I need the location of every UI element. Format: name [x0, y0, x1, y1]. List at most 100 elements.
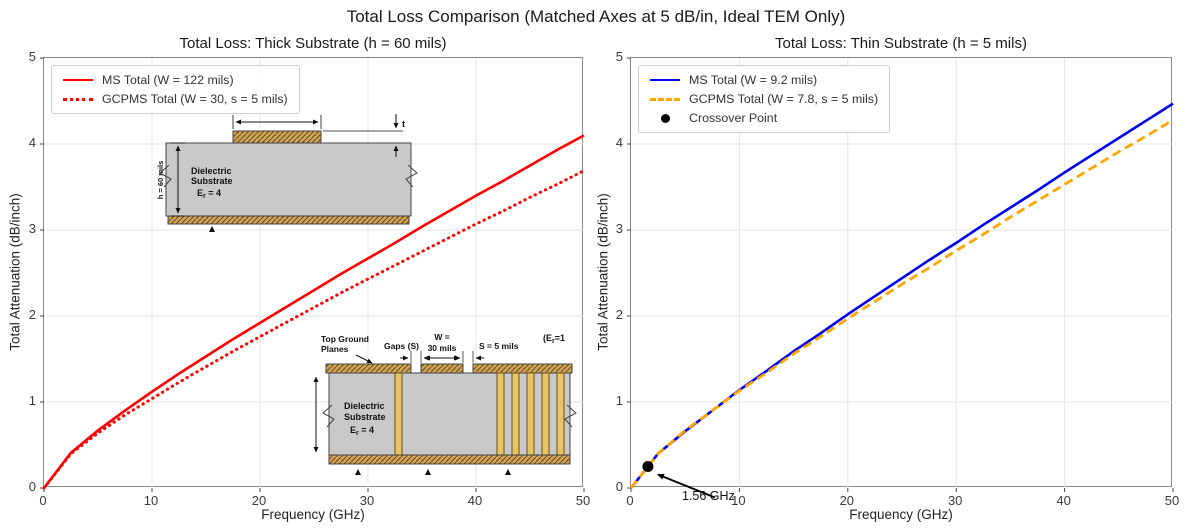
annotation-arrow — [656, 473, 716, 499]
subplot-title-thick: Total Loss: Thick Substrate (h = 60 mils… — [179, 35, 447, 52]
crossover-point-marker — [642, 461, 654, 472]
top-ground-right — [472, 363, 573, 374]
y-tick-label: 1 — [615, 393, 623, 408]
legend-item: GCPMS Total (W = 7.8, s = 5 mils) — [650, 92, 878, 106]
inset-gcpms-diagram: Top Ground Planes Gaps (S) W = 30 mils S… — [313, 332, 577, 475]
y-tick-label: 0 — [28, 479, 36, 494]
via — [511, 372, 520, 456]
x-tick-label: 0 — [39, 493, 47, 508]
er-eq: = 4 — [206, 188, 221, 198]
break-mark-right — [405, 164, 418, 188]
bottom-pointer-arrow — [505, 469, 511, 475]
er-air-pre: (E — [543, 333, 552, 343]
legend-label: MS Total (W = 9.2 mils) — [689, 73, 818, 87]
legend-item: GCPMS Total (W = 30, s = 5 mils) — [63, 92, 288, 106]
dielectric-label-line1: Dielectric — [191, 166, 232, 176]
y-tick-label: 4 — [615, 135, 623, 150]
dielectric-er-label: Er = 4 — [197, 188, 221, 200]
top-ground-label-line2: Planes — [321, 344, 349, 354]
top-ground-label-line1: Top Ground — [321, 334, 369, 344]
via — [541, 372, 550, 456]
legend: MS Total (W = 9.2 mils) GCPMS Total (W = … — [638, 65, 891, 133]
er-air-post: =1 — [555, 333, 565, 343]
y-tick-label: 4 — [28, 135, 36, 150]
y-tick-label: 0 — [615, 479, 623, 494]
series-line-0 — [42, 134, 585, 489]
x-tick-label: 50 — [575, 493, 591, 508]
legend-item: Crossover Point — [650, 111, 878, 125]
y-axis-label-left: Total Attenuation (dB/inch) — [7, 193, 23, 351]
x-tick-label: 20 — [839, 493, 855, 508]
legend-solid-line-swatch — [650, 79, 680, 81]
bottom-pointer-arrow — [209, 226, 215, 232]
legend-label: GCPMS Total (W = 7.8, s = 5 mils) — [689, 92, 879, 106]
er-eq: = 4 — [359, 425, 374, 435]
y-tick-label: 5 — [615, 49, 623, 64]
y-tick-label: 1 — [28, 393, 36, 408]
bottom-ground-plane — [328, 454, 571, 465]
y-tick-label: 5 — [28, 49, 36, 64]
break-mark-left — [322, 404, 335, 428]
top-ground-left — [325, 363, 412, 374]
x-tick-label: 40 — [1056, 493, 1071, 508]
x-tick-label: 10 — [731, 493, 746, 508]
subplot-title-thin: Total Loss: Thin Substrate (h = 5 mils) — [775, 35, 1027, 52]
y-axis-label-right: Total Attenuation (dB/inch) — [595, 193, 611, 351]
crossover-annotation-label: 1.56 GHz — [682, 489, 735, 503]
dielectric-label-line2: Substrate — [191, 176, 233, 186]
bottom-pointer-arrow — [425, 469, 431, 475]
er-air-sub: r — [552, 338, 555, 345]
bottom-pointer-arrow — [355, 469, 361, 475]
dielectric-label-line2: Substrate — [344, 412, 386, 422]
series-line-0 — [629, 102, 1174, 489]
right-plot-canvas — [627, 57, 1174, 499]
legend-item: MS Total (W = 9.2 mils) — [650, 73, 878, 87]
signal-conductor — [420, 363, 464, 374]
legend-solid-line-swatch — [63, 79, 93, 81]
right-plot-area: MS Total (W = 9.2 mils) GCPMS Total (W = … — [627, 57, 1174, 503]
x-tick-label: 40 — [467, 493, 483, 508]
y-tick-label: 2 — [615, 307, 623, 322]
break-mark-left — [159, 164, 172, 188]
gaps-label: Gaps (S) — [384, 341, 419, 351]
legend: MS Total (W = 122 mils) GCPMS Total (W = … — [51, 65, 300, 114]
legend-dot-marker — [661, 113, 670, 123]
er-air-label: (Er=1 — [543, 333, 565, 345]
break-mark-right — [564, 404, 577, 428]
figure-title: Total Loss Comparison (Matched Axes at 5… — [346, 7, 846, 26]
x-tick-label: 30 — [359, 493, 375, 508]
legend-label: GCPMS Total (W = 30, s = 5 mils) — [102, 92, 288, 106]
w-label-line2: 30 mils — [428, 343, 457, 353]
via — [496, 372, 505, 456]
height-label: h = 60 mils — [156, 161, 165, 200]
w-label-line1: W = — [434, 332, 449, 342]
signal-conductor — [232, 130, 322, 144]
substrate-body — [165, 142, 412, 217]
x-axis-label-left: Frequency (GHz) — [261, 507, 365, 522]
x-tick-label: 30 — [947, 493, 963, 508]
er-sub: r — [203, 193, 206, 200]
thickness-label: t — [402, 119, 405, 129]
y-tick-label: 3 — [615, 221, 623, 236]
y-tick-label: 3 — [28, 221, 36, 236]
legend-dashed-line-swatch — [650, 97, 680, 101]
legend-dotted-line-swatch — [63, 97, 93, 101]
bottom-ground-plane — [167, 215, 410, 225]
x-tick-label: 50 — [1164, 493, 1180, 508]
legend-label: Crossover Point — [689, 111, 778, 125]
er-sub: r — [356, 430, 359, 437]
s-label: S = 5 mils — [479, 341, 519, 351]
er-base: E — [350, 425, 356, 435]
top-ground-pointer — [355, 354, 373, 364]
x-tick-label: 20 — [251, 493, 267, 508]
x-tick-label: 0 — [626, 493, 634, 508]
er-base: E — [197, 188, 203, 198]
y-tick-label: 2 — [28, 307, 36, 322]
x-axis-label-right: Frequency (GHz) — [849, 507, 953, 522]
series-line-1 — [629, 118, 1174, 489]
x-tick-label: 10 — [143, 493, 159, 508]
legend-item: MS Total (W = 122 mils) — [63, 73, 288, 87]
via — [394, 372, 403, 456]
via — [556, 372, 565, 456]
